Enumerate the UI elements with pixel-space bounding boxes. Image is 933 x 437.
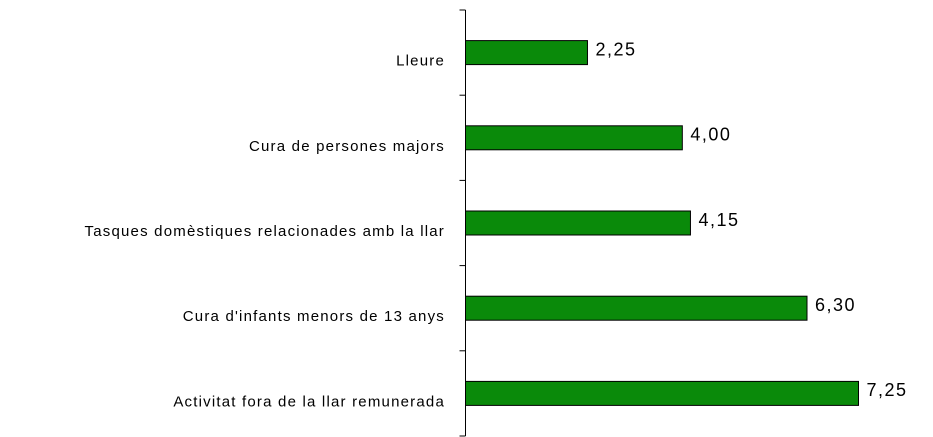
bar (465, 210, 691, 236)
value-label: 2,25 (595, 39, 636, 59)
bar (465, 295, 808, 321)
category-label: Cura d'infants menors de 13 anys (183, 308, 445, 325)
category-label: Activitat fora de la llar remunerada (173, 393, 445, 410)
value-label: 6,30 (815, 295, 856, 315)
category-label: Tasques domèstiques relacionades amb la … (85, 223, 445, 240)
bar (465, 380, 859, 406)
category-label: Cura de persones majors (249, 138, 445, 155)
bar (465, 40, 588, 66)
value-label: 7,25 (867, 380, 908, 400)
value-label: 4,00 (690, 125, 731, 145)
category-label: Lleure (396, 53, 445, 70)
bar (465, 125, 683, 151)
value-label: 4,15 (698, 210, 739, 230)
